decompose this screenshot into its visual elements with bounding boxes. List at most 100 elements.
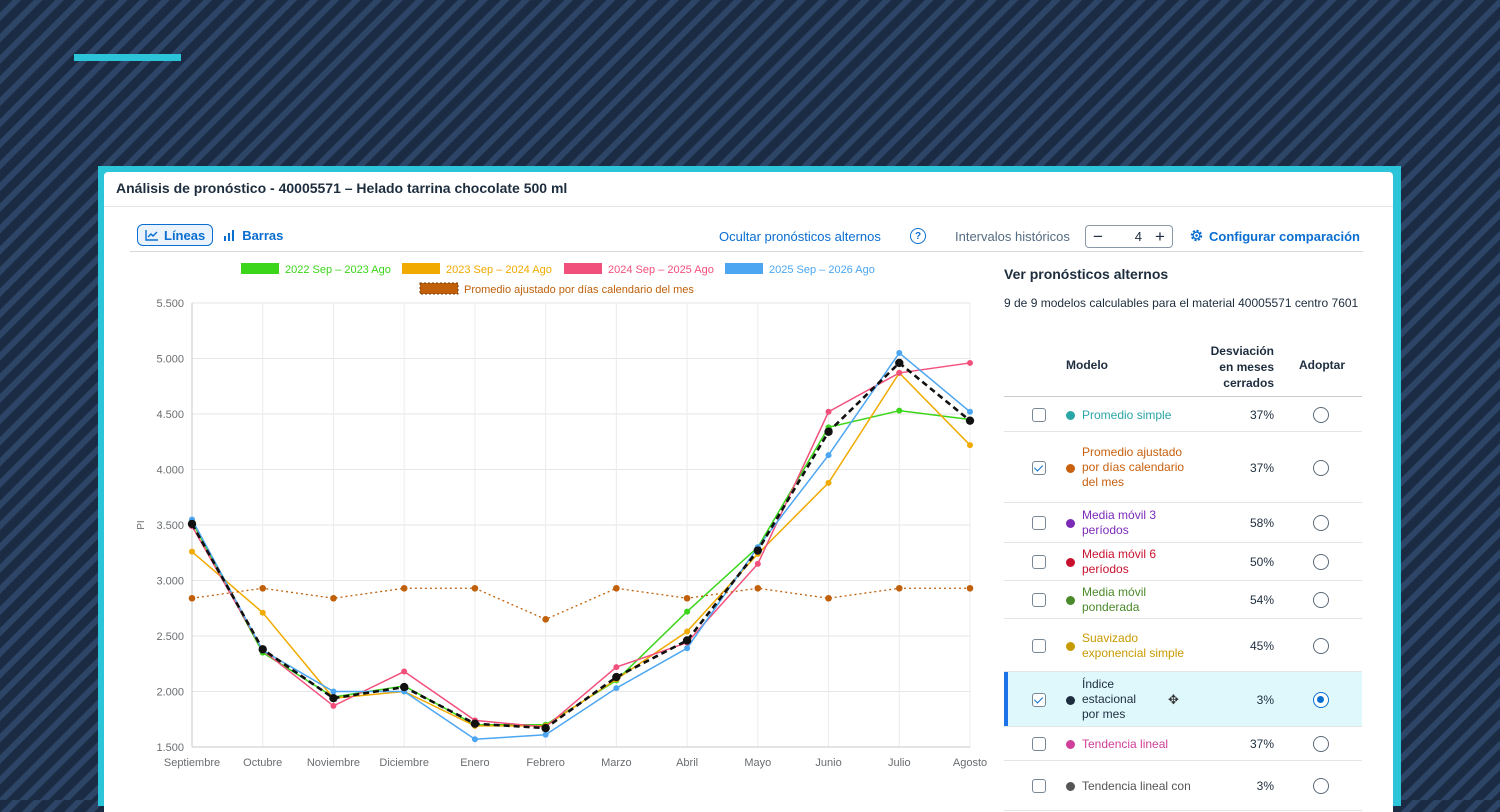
forecast-line-chart: 5.500 5.000 4.500 4.000 3.500 3.000 2.500 2.000… (136, 263, 987, 769)
legend-label: 2022 Sep – 2023 Ago (285, 264, 391, 276)
model-color-dot (1066, 695, 1075, 705)
series-0-point (684, 608, 691, 615)
model-checkbox[interactable] (1032, 692, 1046, 707)
series-line-2 (191, 362, 971, 728)
y-tick-label: 3.500 (156, 520, 184, 532)
column-model: Modelo (1066, 358, 1108, 372)
model-deviation: 45% (1249, 638, 1274, 653)
model-color-dot (1066, 558, 1075, 567)
adopt-radio[interactable] (1313, 778, 1329, 794)
configure-comparison-link[interactable]: Configurar comparación (1209, 229, 1360, 244)
model-row[interactable]: Índice estacional por mes 3% ✥ (1004, 672, 1362, 727)
series-5-point (399, 682, 409, 692)
model-color-dot (1066, 411, 1075, 420)
adopt-radio[interactable] (1313, 736, 1329, 752)
y-tick-label: 4.000 (156, 465, 184, 477)
bars-view-label: Barras (242, 227, 284, 243)
model-deviation: 3% (1256, 692, 1274, 707)
model-checkbox[interactable] (1032, 516, 1046, 530)
model-row[interactable]: Media móvil ponderada 54% (1004, 581, 1362, 619)
series-4-point (895, 584, 903, 592)
series-1-point (189, 548, 195, 555)
model-name: Tendencia lineal con (1082, 778, 1191, 793)
series-4-point (542, 616, 549, 623)
x-tick-label: Noviembre (307, 757, 360, 769)
model-row[interactable]: Tendencia lineal 37% (1004, 727, 1362, 761)
gear-icon[interactable] (1189, 228, 1204, 243)
series-5-point (612, 672, 621, 682)
series-line-4 (191, 587, 970, 621)
y-tick-label: 1.500 (156, 742, 184, 754)
bars-view-button[interactable]: Barras (215, 224, 292, 246)
legend-label: 2023 Sep – 2024 Ago (446, 264, 552, 276)
model-checkbox[interactable] (1032, 460, 1046, 475)
series-3-point (330, 688, 337, 695)
y-tick-label: 3.000 (156, 576, 184, 588)
series-4-point (259, 584, 267, 592)
move-cursor-icon: ✥ (1168, 691, 1179, 707)
model-checkbox[interactable] (1032, 555, 1046, 569)
x-tick-label: Diciembre (379, 757, 429, 769)
adopt-radio[interactable] (1313, 592, 1329, 608)
model-row[interactable]: Promedio ajustado por días calendario de… (1004, 432, 1362, 503)
adopt-radio[interactable] (1313, 554, 1329, 570)
series-3-point (542, 731, 549, 738)
model-row[interactable]: Tendencia lineal con 3% (1004, 761, 1362, 811)
adopt-radio[interactable] (1313, 691, 1329, 708)
series-4-point (825, 594, 832, 602)
model-row[interactable]: Promedio simple 37% (1004, 398, 1362, 432)
series-3-point (613, 685, 620, 692)
series-line-1 (191, 371, 971, 727)
series-line-5 (190, 361, 971, 730)
legend-swatch (725, 263, 763, 274)
series-1-point (967, 442, 973, 449)
model-name: Suavizado exponencial simple (1082, 630, 1185, 660)
decrement-button[interactable]: − (1093, 226, 1103, 246)
series-4-point (330, 594, 337, 602)
model-row[interactable]: Suavizado exponencial simple 45% (1004, 619, 1362, 672)
model-row[interactable]: Media móvil 6 períodos 50% (1004, 543, 1362, 581)
series-5-point (824, 427, 833, 436)
series-3-point (684, 645, 691, 652)
series-1-point (825, 479, 832, 486)
series-5-point (895, 358, 904, 368)
model-checkbox[interactable] (1032, 638, 1046, 653)
model-row[interactable]: Media móvil 3 períodos 58% (1004, 503, 1362, 543)
series-3-point (825, 452, 832, 459)
table-header-divider (1004, 396, 1362, 397)
x-tick-label: Mayo (744, 757, 771, 769)
model-checkbox[interactable] (1032, 737, 1046, 751)
legend-label: Promedio ajustado por días calendario de… (464, 284, 694, 296)
adopt-radio[interactable] (1313, 459, 1329, 476)
y-tick-label: 5.000 (156, 354, 184, 366)
model-checkbox[interactable] (1032, 779, 1046, 793)
series-5-point (682, 636, 692, 645)
model-checkbox[interactable] (1032, 593, 1046, 607)
series-5-point (470, 719, 480, 728)
help-icon[interactable]: ? (910, 228, 926, 244)
series-4-point (966, 584, 974, 592)
y-tick-label: 4.500 (156, 409, 184, 421)
model-checkbox[interactable] (1032, 408, 1046, 422)
series-2-point (401, 668, 408, 675)
series-3-point (896, 349, 903, 356)
hide-alternates-link[interactable]: Ocultar pronósticos alternos (719, 229, 881, 244)
x-tick-label: Julio (888, 757, 911, 769)
x-tick-label: Agosto (953, 757, 987, 769)
model-deviation: 37% (1249, 460, 1274, 475)
accent-bar (74, 54, 181, 61)
alternates-subtitle: 9 de 9 modelos calculables para el mater… (1004, 296, 1359, 310)
toolbar-divider (130, 251, 1363, 252)
adopt-radio[interactable] (1313, 637, 1329, 654)
increment-button[interactable]: + (1155, 226, 1165, 246)
adopt-radio[interactable] (1313, 407, 1329, 423)
legend-label: 2024 Sep – 2025 Ago (608, 264, 714, 276)
y-tick-label: 2.000 (156, 687, 184, 699)
lines-view-button[interactable]: Líneas (137, 224, 214, 246)
series-2-point (896, 369, 903, 376)
history-intervals-value[interactable]: 4 (1134, 229, 1142, 244)
legend-label: 2025 Sep – 2026 Ago (769, 264, 875, 276)
x-tick-label: Abril (676, 757, 698, 769)
model-deviation: 37% (1249, 408, 1274, 422)
adopt-radio[interactable] (1313, 515, 1329, 531)
